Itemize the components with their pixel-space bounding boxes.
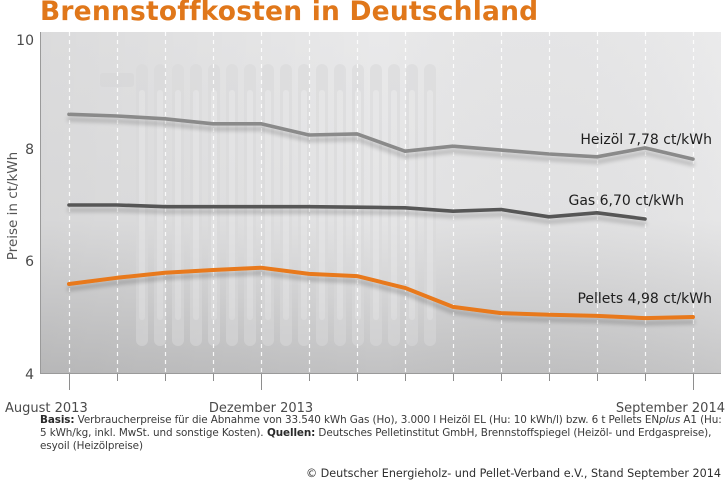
x-axis-ticks: August 2013 Dezember 2013 September 2014	[5, 374, 725, 416]
series-label-heizoel: Heizöl 7,78 ct/kWh	[580, 132, 712, 148]
y-tick-label: 6	[25, 254, 34, 270]
y-tick-label: 4	[25, 367, 34, 383]
copyright: © Deutscher Energieholz- und Pellet-Verb…	[305, 467, 721, 480]
sources-label: Quellen:	[263, 427, 316, 439]
y-axis-ticks: 4 6 8 10	[16, 33, 34, 383]
x-tick-label: Dezember 2013	[209, 401, 313, 416]
sources-text: Deutsches Pelletinstitut GmbH, Brennstof…	[40, 427, 712, 452]
radiator-column-highlight	[409, 90, 415, 320]
y-axis-title: Preise in ct/kWh	[5, 152, 21, 260]
series-line-pellets	[67, 265, 695, 321]
series-line-heizoel	[67, 112, 695, 161]
enplus-italic: plus	[659, 414, 681, 426]
y-tick-label: 10	[16, 33, 34, 49]
series-labels: Heizöl 7,78 ct/kWh Gas 6,70 ct/kWh Pellets…	[568, 132, 712, 307]
y-tick-label: 8	[25, 142, 34, 158]
footnote: Basis: Verbraucherpreise für die Abnahme…	[40, 414, 728, 453]
x-tick-label: August 2013	[5, 401, 88, 416]
basis-text: Verbraucherpreise für die Abnahme von 33…	[74, 414, 660, 426]
radiator-column-highlight	[373, 90, 379, 320]
series-label-pellets: Pellets 4,98 ct/kWh	[577, 291, 712, 307]
radiator-column-highlight	[427, 90, 433, 320]
series-lines	[67, 112, 695, 321]
radiator-column-highlight	[319, 90, 325, 320]
radiator-column-highlight	[337, 90, 343, 320]
gridlines	[68, 32, 695, 373]
radiator-column-highlight	[355, 90, 361, 320]
basis-text-2: A1 (Hu: 5 kWh/kg, inkl. MwSt. und sonsti…	[40, 414, 722, 439]
chart-title: Brennstoffkosten in Deutschland	[40, 0, 539, 27]
basis-label: Basis:	[40, 414, 75, 426]
series-label-gas: Gas 6,70 ct/kWh	[568, 193, 684, 209]
x-tick-label: September 2014	[616, 401, 725, 416]
